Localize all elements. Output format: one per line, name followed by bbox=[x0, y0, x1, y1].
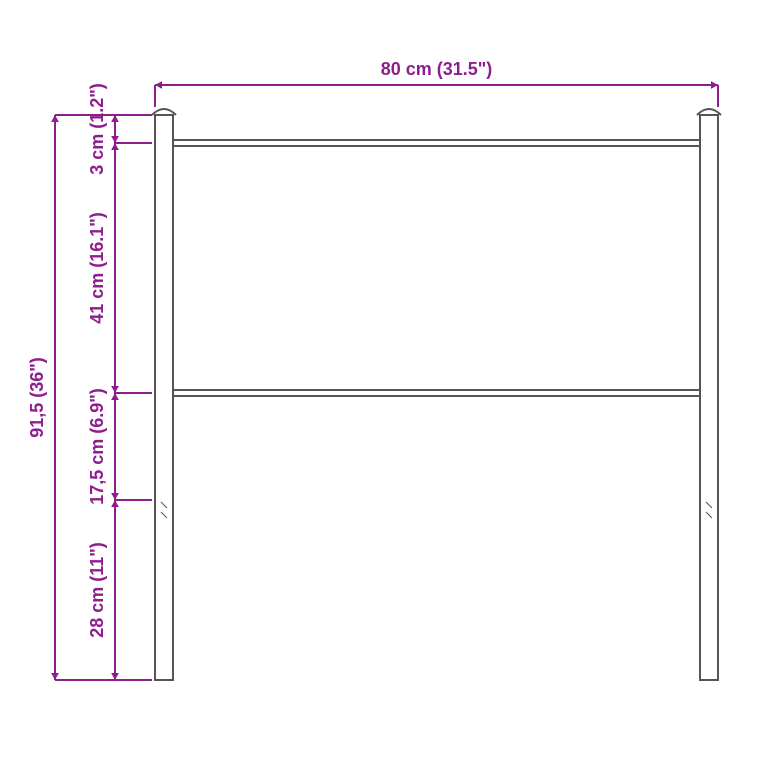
seg_top-label: 3 cm (1.2") bbox=[87, 83, 107, 175]
seg_panel-label: 41 cm (16.1") bbox=[87, 212, 107, 324]
total-height-label: 91,5 (36") bbox=[27, 357, 47, 438]
seg_bottom-label: 28 cm (11") bbox=[87, 542, 107, 638]
seg_gap-label: 17,5 cm (6.9") bbox=[87, 388, 107, 505]
width-label: 80 cm (31.5") bbox=[381, 59, 493, 79]
